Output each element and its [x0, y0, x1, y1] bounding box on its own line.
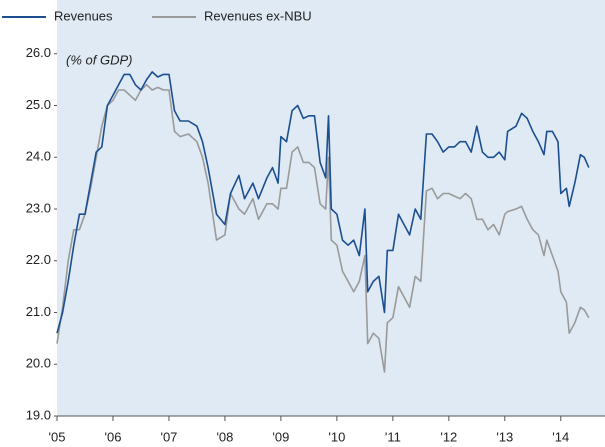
x-tick-label: '10 — [328, 429, 345, 444]
series-line — [56, 84, 590, 373]
x-tick-label: '12 — [440, 429, 457, 444]
annotation: (% of GDP) — [66, 52, 132, 67]
y-tick-label: 26.0 — [26, 45, 51, 60]
legend-label: Revenues — [54, 8, 113, 23]
y-tick-label: 25.0 — [26, 97, 51, 112]
x-tick-label: '08 — [216, 429, 233, 444]
y-tick-label: 20.0 — [26, 356, 51, 371]
series-line — [56, 71, 590, 334]
y-tick-label: 24.0 — [26, 149, 51, 164]
y-tick-label: 21.0 — [26, 304, 51, 319]
x-tick-label: '07 — [160, 429, 177, 444]
x-tick-label: '06 — [104, 429, 121, 444]
y-tick-label: 19.0 — [26, 407, 51, 422]
legend-label: Revenues ex-NBU — [204, 8, 312, 23]
y-tick-label: 23.0 — [26, 200, 51, 215]
y-tick-label: 22.0 — [26, 252, 51, 267]
x-tick-label: '11 — [385, 429, 401, 444]
x-tick-label: '13 — [496, 429, 513, 444]
x-tick-label: '05 — [49, 429, 66, 444]
x-tick-label: '09 — [272, 429, 289, 444]
x-tick-label: '14 — [552, 429, 569, 444]
